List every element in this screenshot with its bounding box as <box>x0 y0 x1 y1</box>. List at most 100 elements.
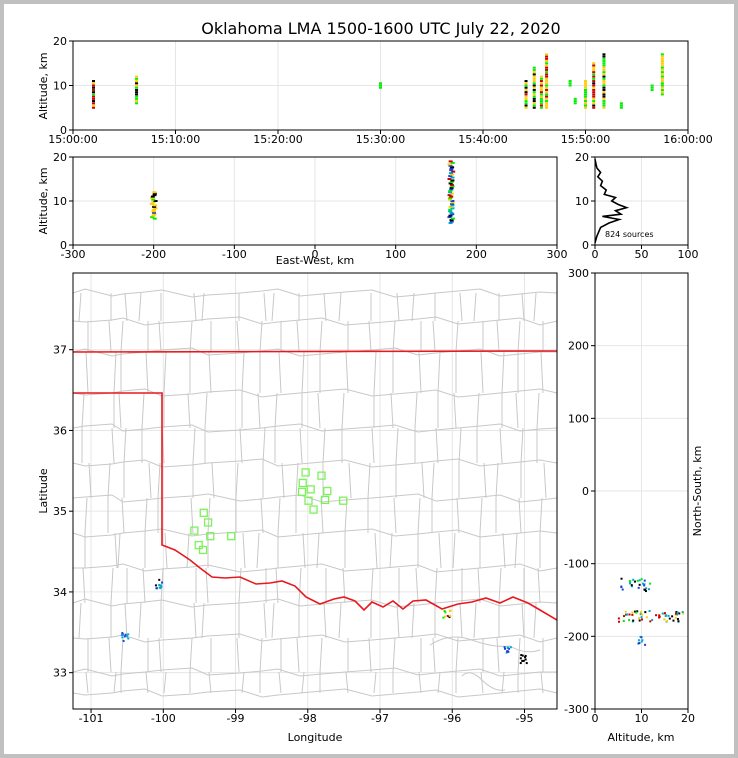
time-height-source <box>135 91 139 94</box>
time-height-source <box>592 64 596 67</box>
county-line <box>124 602 128 639</box>
map-source <box>158 586 161 589</box>
ew-altitude-ylabel: Altitude, km <box>37 167 50 234</box>
county-line <box>302 532 306 569</box>
time-height-source <box>592 82 596 85</box>
county-line <box>348 462 352 499</box>
ew-altitude-source <box>152 192 157 195</box>
map-source <box>120 634 123 637</box>
ew-altitude-tick-label: 10 <box>53 195 67 208</box>
time-height-source <box>602 66 606 69</box>
county-line <box>238 567 242 604</box>
time-height-source <box>660 73 664 76</box>
county-line <box>120 320 124 353</box>
time-height-source <box>584 86 587 89</box>
county-line <box>187 392 191 429</box>
ns-altitude-source <box>637 639 640 642</box>
ns-altitude-source <box>664 615 667 618</box>
county-line <box>421 462 425 499</box>
time-height-source <box>524 88 528 91</box>
time-height-source <box>602 95 606 98</box>
ew-altitude-source <box>450 202 455 205</box>
time-height-source <box>602 86 606 89</box>
county-line <box>370 567 374 604</box>
county-line <box>113 351 117 394</box>
time-height-source <box>602 57 606 60</box>
county-line <box>373 671 377 694</box>
time-height-source <box>602 60 606 63</box>
time-height-source <box>602 104 606 107</box>
county-line <box>157 462 161 499</box>
county-line <box>277 497 281 534</box>
time-height-source <box>135 100 139 103</box>
lma-station-marker <box>320 495 330 505</box>
county-boundaries <box>73 288 557 698</box>
county-line <box>502 532 506 569</box>
county-line <box>431 462 435 499</box>
ew-altitude-source <box>448 182 453 185</box>
ew-altitude-source <box>151 214 156 217</box>
time-height-source <box>602 106 606 109</box>
ns-altitude-source <box>658 614 661 617</box>
county-line <box>299 427 303 464</box>
time-height-source <box>92 95 95 98</box>
ns-altitude-source <box>641 613 644 616</box>
histogram-alt-tick-label: 0 <box>582 239 589 252</box>
county-line <box>498 567 502 604</box>
county-line <box>455 637 459 673</box>
time-height-source <box>92 93 95 96</box>
map-source <box>521 659 524 662</box>
county-line <box>418 671 422 694</box>
plan-view-panel: -101 -100 -99 -98 -97 -96 -95 33 34 35 36 37 Latitu… <box>37 272 558 744</box>
histogram-line <box>594 159 630 244</box>
time-height-source <box>660 60 664 63</box>
county-line <box>322 427 326 464</box>
time-height-source <box>92 102 95 105</box>
ns-altitude-source <box>617 620 620 623</box>
map-source <box>520 654 523 657</box>
time-height-source <box>135 80 139 83</box>
time-height-source <box>524 86 528 89</box>
county-line <box>396 292 400 322</box>
lma-station-marker <box>298 478 307 488</box>
ew-altitude-source <box>450 207 455 210</box>
time-height-source <box>592 93 596 96</box>
ew-altitude-source <box>450 217 455 220</box>
ew-altitude-source <box>450 213 455 216</box>
time-height-source <box>524 102 528 105</box>
time-height-source <box>524 93 528 96</box>
lma-station-marker <box>227 532 236 541</box>
time-tick-label: 16:00:00 <box>663 133 712 146</box>
time-height-source <box>619 102 623 105</box>
histogram-tick-label: 0 <box>592 248 599 261</box>
time-height-source <box>592 86 596 89</box>
time-height-source <box>602 77 606 80</box>
map-source <box>449 614 452 617</box>
time-height-source <box>602 68 606 71</box>
time-height-source <box>545 86 549 89</box>
time-height-source <box>592 77 596 80</box>
county-line <box>107 462 111 499</box>
county-line <box>411 602 415 639</box>
county-line <box>73 388 557 398</box>
time-height-source <box>592 95 596 98</box>
county-line <box>239 427 243 464</box>
county-line <box>517 637 521 673</box>
county-line <box>73 667 557 677</box>
ns-altitude-source <box>635 611 638 614</box>
time-height-source <box>545 62 549 65</box>
time-height-source <box>602 80 606 83</box>
ew-altitude-source <box>448 208 453 211</box>
county-line <box>189 320 193 353</box>
longitude-tick-label: -97 <box>371 712 389 725</box>
county-line <box>73 563 557 573</box>
time-height-source <box>532 102 536 105</box>
county-line <box>73 458 557 468</box>
time-tick-label: 15:40:00 <box>458 133 507 146</box>
ns-altitude-source <box>628 619 631 622</box>
county-line <box>459 602 463 639</box>
time-height-source <box>135 75 139 78</box>
time-height-source <box>584 84 587 87</box>
county-line <box>480 671 484 694</box>
map-source <box>525 662 528 665</box>
